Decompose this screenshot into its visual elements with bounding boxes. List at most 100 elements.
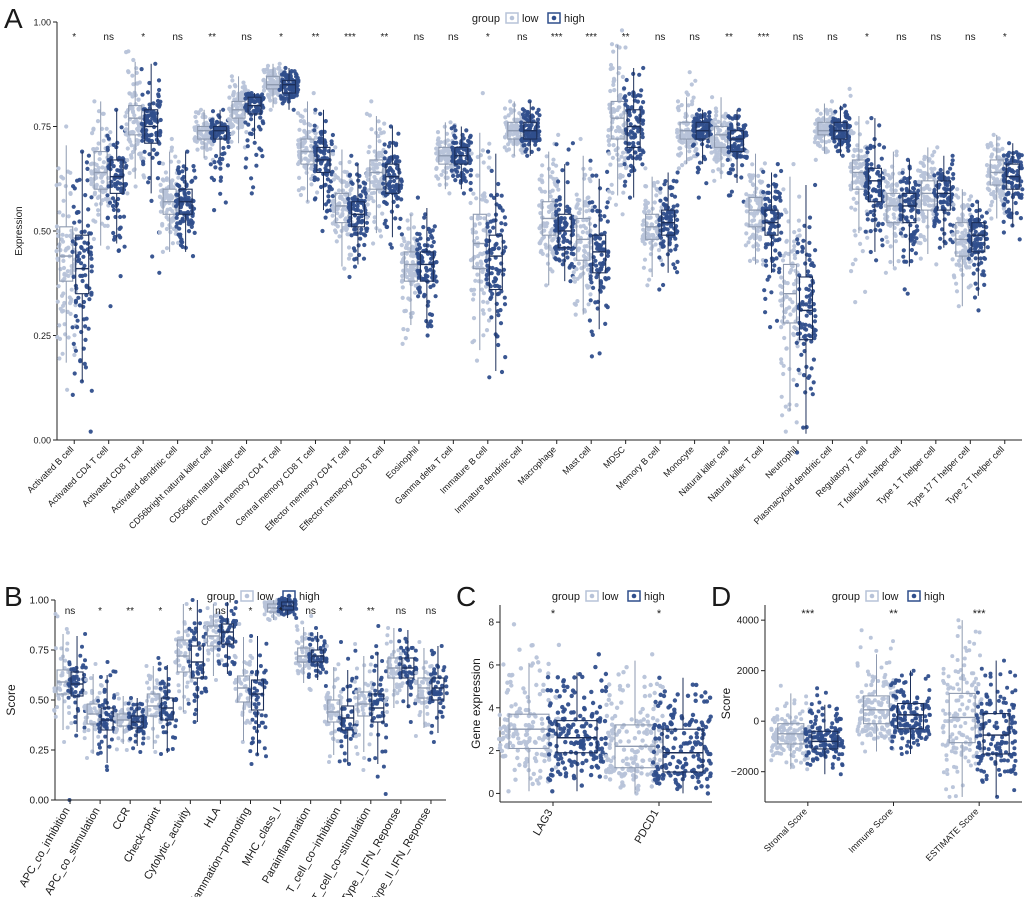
data-point <box>390 155 396 160</box>
data-point <box>429 244 434 249</box>
data-point <box>584 244 589 249</box>
data-point <box>737 107 742 112</box>
data-point <box>385 169 391 174</box>
data-point <box>160 223 165 228</box>
data-point <box>125 158 130 163</box>
data-point <box>418 236 423 241</box>
panel-letter-d: D <box>711 581 731 612</box>
data-point <box>656 248 662 253</box>
data-point <box>226 117 231 122</box>
y-tick-label: 0.00 <box>33 436 51 446</box>
data-point <box>424 268 430 273</box>
data-point <box>593 241 599 246</box>
data-point <box>361 232 366 237</box>
data-point <box>245 144 250 149</box>
data-point <box>853 207 858 212</box>
y-tick-label: 0.75 <box>33 122 51 132</box>
data-point <box>75 325 80 330</box>
data-point <box>364 171 369 176</box>
data-point <box>744 200 749 206</box>
data-point <box>347 274 352 280</box>
data-point <box>507 139 513 144</box>
data-point <box>813 157 818 162</box>
data-point <box>779 291 784 296</box>
data-point <box>174 224 179 229</box>
data-point <box>81 299 87 305</box>
data-point <box>58 267 63 272</box>
data-point <box>657 217 662 223</box>
data-point <box>810 392 815 397</box>
data-point <box>765 196 770 201</box>
data-point <box>597 186 603 191</box>
data-point <box>486 149 491 154</box>
data-point <box>431 239 436 245</box>
data-point <box>644 205 649 210</box>
data-point <box>218 191 223 196</box>
data-point <box>739 175 744 180</box>
data-point <box>237 114 242 119</box>
data-point <box>772 195 777 200</box>
data-point <box>378 234 384 239</box>
data-point <box>193 125 198 130</box>
data-point <box>249 191 254 196</box>
data-point <box>164 189 169 195</box>
data-point <box>231 110 236 115</box>
data-point <box>630 155 635 161</box>
data-point <box>779 357 784 362</box>
data-point <box>335 211 340 216</box>
data-point <box>474 358 480 363</box>
data-point <box>704 181 709 186</box>
data-point <box>186 229 192 234</box>
data-point <box>521 143 526 148</box>
data-point <box>391 184 396 189</box>
data-point <box>499 221 504 226</box>
data-point <box>581 223 586 228</box>
data-point <box>792 325 797 330</box>
data-point <box>190 254 196 259</box>
data-point <box>70 249 75 254</box>
data-point <box>811 357 817 362</box>
data-point <box>839 106 844 111</box>
data-point <box>632 168 637 173</box>
data-point <box>707 110 712 115</box>
data-point <box>55 299 60 304</box>
data-point <box>622 86 627 91</box>
data-point <box>769 210 775 215</box>
data-point <box>812 319 818 324</box>
data-point <box>571 252 576 257</box>
data-point <box>503 222 508 227</box>
data-point <box>131 82 136 87</box>
data-point <box>646 226 651 232</box>
data-point <box>603 321 608 326</box>
data-point <box>65 269 70 274</box>
data-point <box>612 88 617 93</box>
data-point <box>524 147 529 152</box>
data-point <box>751 182 756 188</box>
data-point <box>359 219 365 224</box>
data-point <box>640 109 645 114</box>
data-point <box>155 151 160 156</box>
data-point <box>218 178 223 183</box>
data-point <box>428 284 433 290</box>
data-point <box>73 314 78 319</box>
data-point <box>663 215 668 220</box>
data-point <box>796 218 802 223</box>
data-point <box>481 299 486 304</box>
data-point <box>158 188 164 193</box>
data-point <box>849 205 854 210</box>
data-point <box>83 193 88 198</box>
data-point <box>797 194 802 199</box>
data-point <box>372 162 377 167</box>
y-tick-label: 0.50 <box>33 227 51 237</box>
data-point <box>514 125 519 130</box>
data-point <box>668 248 673 253</box>
category-natural-killer-cell: **Natural killer cell <box>677 32 749 498</box>
data-point <box>78 273 83 278</box>
data-point <box>186 222 191 227</box>
data-point <box>91 126 96 131</box>
data-point <box>376 134 381 139</box>
data-point <box>576 210 581 216</box>
data-point <box>202 134 207 139</box>
data-point <box>751 218 757 223</box>
data-point <box>353 227 358 232</box>
